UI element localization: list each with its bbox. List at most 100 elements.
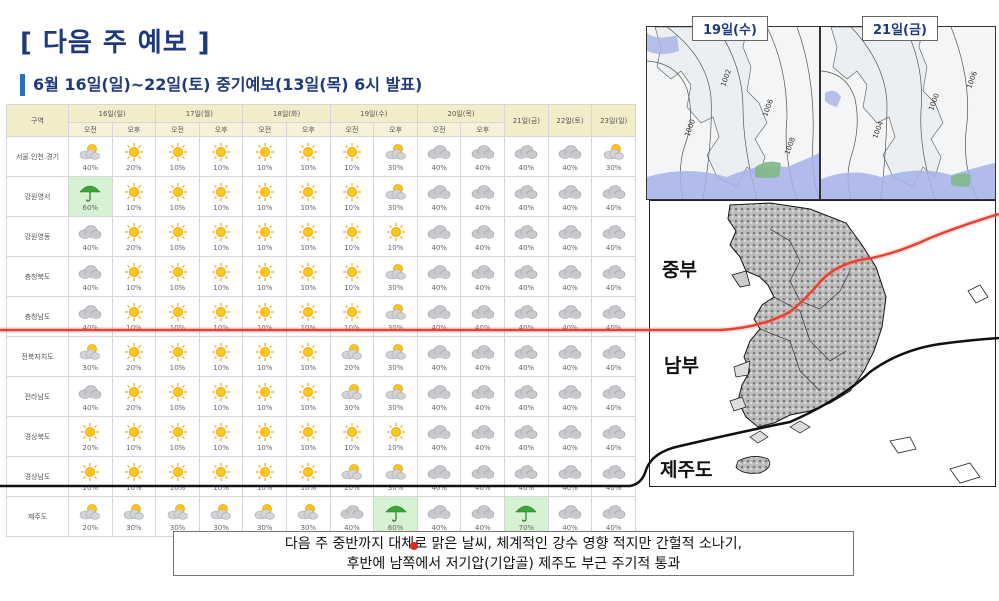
sun-icon — [331, 262, 374, 282]
sun-icon — [156, 382, 199, 402]
precip-probability: 10% — [256, 323, 273, 332]
forecast-cell: 40% — [504, 376, 549, 417]
precip-probability: 20% — [344, 363, 360, 372]
sun-icon — [69, 422, 112, 442]
precip-probability: 10% — [169, 203, 186, 212]
page-title: [ 다음 주 예보 ] — [20, 28, 211, 58]
forecast-cell: 30% — [242, 496, 288, 537]
sun-icon — [113, 382, 156, 402]
precip-probability: 10% — [300, 323, 317, 332]
precip-probability: 40% — [605, 283, 622, 292]
precip-probability: 40% — [562, 163, 578, 172]
forecast-cell: 40% — [547, 176, 593, 217]
forecast-cell: 40% — [504, 256, 549, 297]
cloud-icon — [549, 182, 592, 202]
table-row: 강원영동 40% 20% 10% 10% 10% 10% 10% 10% 40% 40% 40% 40%… — [6, 216, 636, 257]
precip-probability: 40% — [518, 403, 535, 412]
precip-probability: 40% — [431, 403, 447, 412]
cloud-icon — [505, 382, 548, 402]
precip-probability: 30% — [387, 363, 404, 372]
precip-probability: 40% — [82, 243, 99, 252]
sun-icon — [287, 342, 330, 362]
forecast-cell: 10% — [242, 336, 288, 377]
zone-label-jeju: 제주도 — [660, 459, 713, 481]
forecast-cell: 40% — [68, 296, 113, 337]
precip-probability: 70% — [518, 523, 535, 532]
forecast-cell: 40% — [416, 496, 462, 537]
cloud-icon — [592, 462, 635, 482]
precip-probability: 30% — [82, 363, 99, 372]
cloud-icon — [592, 302, 635, 322]
chart-label-right: 21일(금) — [862, 16, 938, 41]
precip-probability: 30% — [605, 163, 622, 172]
sun-icon — [243, 382, 286, 402]
weather-chart-right: 1000 1004 1006 — [820, 26, 996, 200]
table-header-days: 구역 16일(일) 17일(월) 18일(화) 19일(수) 20일(목) 21일(금) 2… — [6, 104, 636, 137]
forecast-cell: 30% — [591, 136, 636, 177]
forecast-cell: 10% — [155, 216, 200, 257]
forecast-cell: 10% — [242, 416, 288, 457]
precip-probability: 10% — [213, 283, 229, 292]
sun-icon — [331, 422, 374, 442]
day-header: 20일(목) — [416, 104, 506, 123]
cloud-icon — [69, 382, 112, 402]
forecast-cell: 10% — [329, 256, 375, 297]
sun-icon — [113, 422, 156, 442]
forecast-cell: 10% — [155, 136, 200, 177]
cloud-icon — [592, 502, 635, 522]
precip-probability: 40% — [82, 323, 99, 332]
forecast-cell: 40% — [547, 136, 593, 177]
sun-icon — [243, 182, 286, 202]
forecast-cell: 40% — [416, 176, 462, 217]
precip-probability: 40% — [475, 163, 491, 172]
cloud-icon — [69, 302, 112, 322]
table-row: 경상남도 10% 10% 10% 10% 10% 10% 20% 30% 40% 40% 40% 40%… — [6, 456, 636, 497]
forecast-cell: 40% — [416, 336, 462, 377]
cloud-icon — [549, 302, 592, 322]
precip-probability: 40% — [518, 443, 535, 452]
forecast-cell: 40% — [460, 336, 506, 377]
forecast-cell: 40% — [68, 256, 113, 297]
forecast-cell: 20% — [111, 216, 157, 257]
jeju-island — [735, 456, 771, 474]
region-name: 충청북도 — [6, 256, 69, 297]
sun-icon — [156, 302, 199, 322]
precip-probability: 10% — [82, 483, 99, 492]
precip-probability: 20% — [344, 483, 360, 492]
precip-probability: 10% — [126, 443, 142, 452]
sun-icon — [200, 262, 243, 282]
precip-probability: 40% — [475, 523, 491, 532]
precip-probability: 10% — [256, 283, 273, 292]
forecast-cell: 10% — [111, 176, 157, 217]
sun-icon — [287, 382, 330, 402]
sun-icon — [243, 422, 286, 442]
forecast-cell: 40% — [504, 216, 549, 257]
cloud-icon — [549, 342, 592, 362]
umbrella-icon — [374, 502, 417, 522]
precip-probability: 40% — [475, 443, 491, 452]
forecast-cell: 40% — [591, 216, 636, 257]
partly-cloudy-icon — [69, 342, 112, 362]
precip-probability: 10% — [300, 243, 317, 252]
forecast-cell: 40% — [68, 136, 113, 177]
precip-probability: 40% — [431, 363, 447, 372]
cloud-icon — [331, 502, 374, 522]
precip-probability: 40% — [431, 323, 447, 332]
forecast-cell: 10% — [242, 296, 288, 337]
precip-probability: 10% — [300, 363, 317, 372]
precip-probability: 10% — [300, 163, 317, 172]
forecast-cell: 20% — [68, 496, 113, 537]
forecast-cell: 40% — [547, 496, 593, 537]
precip-probability: 40% — [475, 203, 491, 212]
forecast-cell: 10% — [198, 176, 244, 217]
forecast-cell: 20% — [329, 456, 375, 497]
precip-probability: 40% — [431, 203, 447, 212]
forecast-cell: 10% — [155, 416, 200, 457]
cloud-icon — [461, 422, 504, 442]
partly-cloudy-icon — [200, 502, 243, 522]
precip-probability: 10% — [169, 283, 186, 292]
cloud-icon — [461, 142, 504, 162]
precip-probability: 10% — [256, 243, 273, 252]
sun-icon — [200, 382, 243, 402]
forecast-cell: 10% — [155, 376, 200, 417]
